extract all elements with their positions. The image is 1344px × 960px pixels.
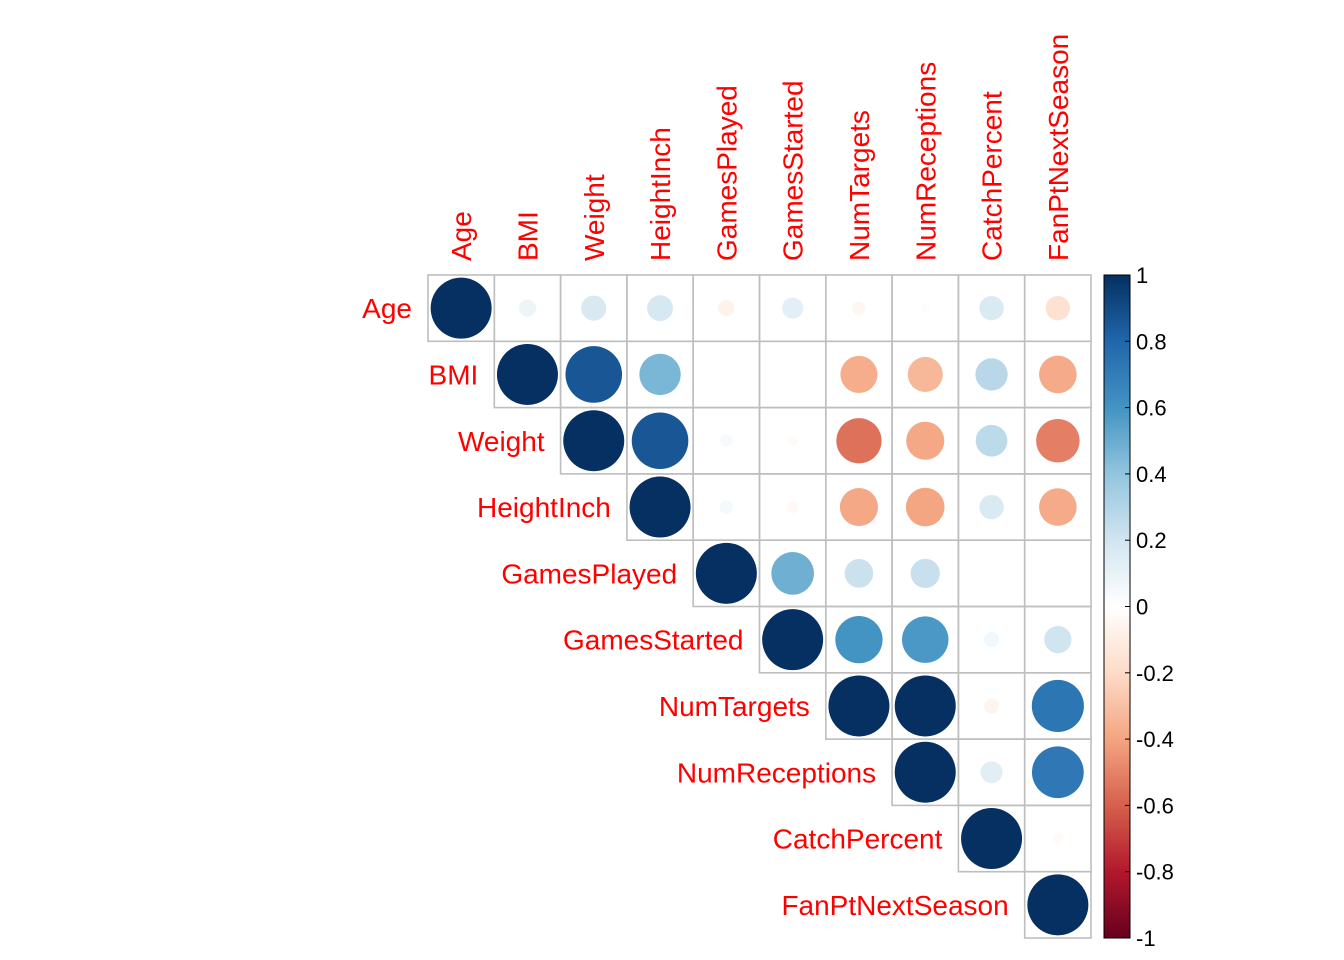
column-label: Age xyxy=(446,211,477,261)
colorbar-tick-label: 0.4 xyxy=(1136,462,1167,487)
cell-grid xyxy=(427,274,1092,939)
corr-circle-BMI-NumReceptions xyxy=(907,356,943,392)
corr-circle-HeightInch-CatchPercent xyxy=(979,494,1004,520)
corr-circle-NumReceptions-CatchPercent xyxy=(980,761,1003,784)
corr-circle-GamesStarted-NumReceptions xyxy=(902,616,949,663)
column-label: GamesPlayed xyxy=(711,85,742,261)
corr-circle-Weight-FanPtNextSeason xyxy=(1036,418,1080,463)
colorbar-tick-label: 0.6 xyxy=(1136,396,1167,421)
row-label: Weight xyxy=(458,426,545,457)
colorbar-tick-label: 0.2 xyxy=(1136,528,1167,553)
colorbar-tick-label: 0.8 xyxy=(1136,329,1167,354)
corr-circle-Weight-Weight xyxy=(563,410,625,472)
colorbar: 1 0.8 0.6 0.4 0.2 0 -0.2 -0.4 -0.6 -0.8 -1 xyxy=(1103,263,1174,951)
corr-circle-Age-CatchPercent xyxy=(979,295,1004,321)
row-label: GamesPlayed xyxy=(501,558,677,589)
colorbar-tick-label: -1 xyxy=(1136,926,1156,951)
colorbar-tick-label: 1 xyxy=(1136,263,1148,288)
corr-circle-GamesStarted-FanPtNextSeason xyxy=(1044,626,1072,654)
corr-circle-Weight-GamesPlayed xyxy=(720,434,733,447)
colorbar-tick-label: -0.2 xyxy=(1136,661,1174,686)
corr-circle-NumTargets-NumTargets xyxy=(828,675,890,737)
grid-cell-BMI-GamesPlayed xyxy=(692,340,761,409)
corr-circle-HeightInch-HeightInch xyxy=(629,476,691,538)
row-label: CatchPercent xyxy=(773,824,943,855)
colorbar-tick-label: -0.8 xyxy=(1136,860,1174,885)
corr-circle-Age-GamesStarted xyxy=(782,297,804,319)
row-label: Age xyxy=(362,293,412,324)
corr-circle-Age-NumReceptions xyxy=(920,303,930,313)
corr-circle-GamesStarted-GamesStarted xyxy=(762,609,824,671)
corr-circle-HeightInch-GamesStarted xyxy=(786,500,799,514)
column-label: CatchPercent xyxy=(977,91,1008,261)
grid-cell-FanPtNextSeason-FanPtNextSeason xyxy=(1023,870,1092,939)
correlation-circles xyxy=(430,277,1089,936)
grid-cell-BMI-GamesStarted xyxy=(758,340,827,409)
corr-circle-BMI-Weight xyxy=(565,346,623,403)
column-label: GamesStarted xyxy=(778,80,809,261)
corr-circle-Age-Weight xyxy=(581,295,607,321)
variable-labels: Age BMI Weight HeightInch GamesPlayed GamesSt… xyxy=(362,34,1074,921)
column-label: FanPtNextSeason xyxy=(1043,34,1074,261)
corr-circle-NumReceptions-NumReceptions xyxy=(894,741,956,803)
corr-circle-Age-HeightInch xyxy=(647,295,673,322)
corr-circle-NumTargets-NumReceptions xyxy=(894,675,956,737)
row-label: NumReceptions xyxy=(677,757,876,788)
colorbar-tick-label: -0.4 xyxy=(1136,727,1174,752)
corr-circle-GamesPlayed-GamesStarted xyxy=(771,552,815,595)
corr-circle-Age-BMI xyxy=(518,299,537,317)
corr-circle-NumTargets-FanPtNextSeason xyxy=(1031,679,1084,733)
corr-circle-HeightInch-FanPtNextSeason xyxy=(1039,488,1077,526)
row-label: NumTargets xyxy=(659,691,810,722)
corr-circle-HeightInch-GamesPlayed xyxy=(719,500,734,514)
corr-circle-GamesStarted-NumTargets xyxy=(835,616,883,664)
corr-circle-Weight-NumReceptions xyxy=(906,421,945,460)
corr-circle-Age-GamesPlayed xyxy=(718,300,735,317)
corr-circle-BMI-BMI xyxy=(496,343,558,405)
corr-circle-CatchPercent-FanPtNextSeason xyxy=(1052,833,1064,844)
corr-circle-Age-FanPtNextSeason xyxy=(1045,295,1071,321)
corr-circle-GamesPlayed-GamesPlayed xyxy=(695,542,757,604)
corr-circle-GamesPlayed-NumReceptions xyxy=(910,558,940,588)
corr-circle-Age-NumTargets xyxy=(852,301,866,315)
corr-circle-GamesPlayed-NumTargets xyxy=(844,559,874,588)
grid-cell-GamesPlayed-FanPtNextSeason xyxy=(1023,539,1092,608)
corr-circle-BMI-CatchPercent xyxy=(975,358,1008,391)
corr-circle-HeightInch-NumTargets xyxy=(839,488,878,527)
corr-circle-Weight-GamesStarted xyxy=(787,435,798,447)
row-label: HeightInch xyxy=(477,492,611,523)
corr-circle-BMI-FanPtNextSeason xyxy=(1039,355,1077,394)
corr-circle-NumTargets-CatchPercent xyxy=(984,698,1000,714)
corr-circle-Weight-NumTargets xyxy=(836,418,882,464)
row-label: GamesStarted xyxy=(563,625,744,656)
column-label: BMI xyxy=(512,211,543,261)
row-label: FanPtNextSeason xyxy=(781,890,1008,921)
column-label: NumTargets xyxy=(844,110,875,261)
corr-circle-FanPtNextSeason-FanPtNextSeason xyxy=(1027,874,1089,936)
row-label: BMI xyxy=(429,359,479,390)
colorbar-tick-label: 0 xyxy=(1136,595,1148,620)
corr-circle-BMI-HeightInch xyxy=(639,353,681,396)
column-label: NumReceptions xyxy=(910,62,941,261)
corr-circle-BMI-NumTargets xyxy=(840,355,878,394)
colorbar-tick-label: -0.6 xyxy=(1136,793,1174,818)
corr-circle-CatchPercent-CatchPercent xyxy=(961,808,1023,870)
column-label: Weight xyxy=(579,174,610,261)
corr-circle-GamesStarted-CatchPercent xyxy=(984,632,1000,648)
corr-circle-HeightInch-NumReceptions xyxy=(905,487,945,527)
corr-circle-Weight-CatchPercent xyxy=(975,424,1008,457)
corr-circle-Age-Age xyxy=(430,277,492,339)
corr-circle-NumReceptions-FanPtNextSeason xyxy=(1031,746,1084,799)
corr-circle-GamesPlayed-CatchPercent xyxy=(988,570,995,577)
column-label: HeightInch xyxy=(645,127,676,261)
corr-circle-Weight-HeightInch xyxy=(631,412,689,470)
